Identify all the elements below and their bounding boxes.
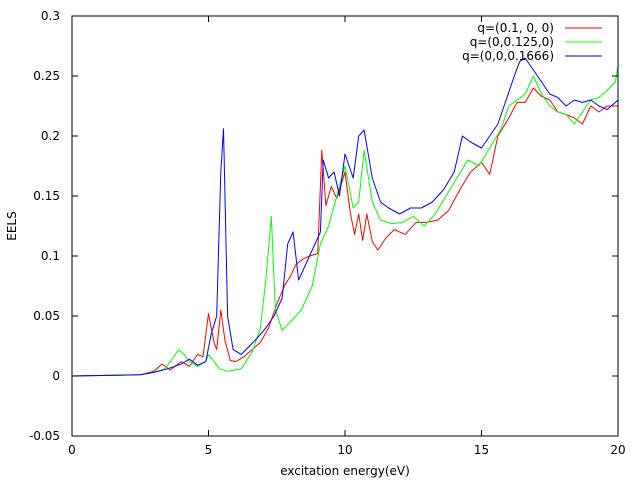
- legend-label-3: q=(0,0,0.1666): [462, 49, 554, 63]
- series-line-1: [72, 87, 618, 377]
- y-axis-label: EELS: [5, 211, 19, 240]
- plot-frame: [71, 15, 619, 437]
- legend-label-1: q=(0.1, 0, 0): [477, 21, 554, 35]
- y-tick-label: 0.3: [41, 9, 60, 23]
- y-tick-label: 0.1: [41, 249, 60, 263]
- x-tick-label: 15: [474, 443, 489, 457]
- legend-label-2: q=(0,0.125,0): [470, 35, 554, 49]
- x-tick-label: 10: [337, 443, 352, 457]
- y-tick-label: 0.05: [33, 309, 60, 323]
- series-line-3: [72, 57, 618, 377]
- series-line-2: [72, 66, 618, 377]
- plot-border: [71, 15, 619, 437]
- y-tick-label: 0.2: [41, 129, 60, 143]
- x-tick-label: 0: [68, 443, 76, 457]
- y-tick-label: 0.25: [33, 69, 60, 83]
- x-axis-label: excitation energy(eV): [280, 464, 410, 478]
- y-tick-label: 0.15: [33, 189, 60, 203]
- series-layer: [72, 57, 618, 377]
- y-tick-label: 0: [52, 369, 60, 383]
- x-tick-label: 20: [610, 443, 625, 457]
- legend: q=(0.1, 0, 0)q=(0,0.125,0)q=(0,0,0.1666): [462, 21, 602, 63]
- y-tick-label: -0.05: [29, 429, 60, 443]
- x-tick-label: 5: [205, 443, 213, 457]
- axis-ticks: 0 5 10 15 20 -0.05 0 0.05 0.1 0.15 0.2 0.25 0.3: [29, 9, 626, 457]
